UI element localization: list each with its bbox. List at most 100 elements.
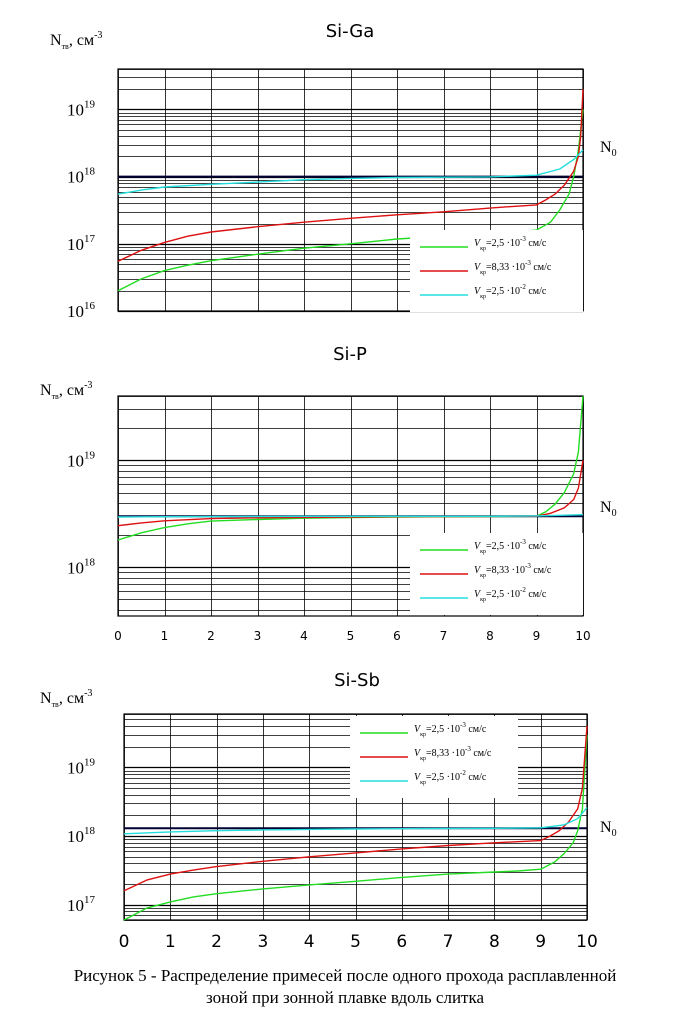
- y-tick-base: 10: [67, 558, 84, 577]
- legend-value: =2,5 ·10: [486, 286, 520, 297]
- x-tick-label: 1: [165, 932, 176, 952]
- plot-frame: [123, 713, 588, 921]
- x-tick-label: 4: [304, 932, 315, 952]
- x-tick-label: 5: [347, 629, 355, 643]
- chart-title: Si-Sb: [334, 670, 380, 691]
- x-tick-label: 5: [350, 932, 361, 952]
- x-tick-label: 9: [535, 932, 546, 952]
- legend-label: Vкр=2,5 ·10-3 см/с: [474, 235, 547, 252]
- legend-subscript: кр: [480, 246, 486, 252]
- n0-symbol: N: [600, 139, 612, 156]
- x-tick-label: 1: [161, 629, 169, 643]
- legend-unit: см/с: [526, 238, 547, 249]
- legend-subscript: кр: [480, 270, 486, 276]
- n0-subscript: 0: [612, 508, 617, 519]
- legend-subscript: кр: [480, 597, 486, 603]
- legend-symbol: V: [414, 772, 422, 783]
- y-label-symbol: N: [40, 382, 52, 399]
- y-label-unit: , см: [69, 32, 94, 49]
- y-tick-base: 10: [67, 451, 84, 470]
- legend-unit: см/с: [471, 748, 492, 759]
- n0-subscript: 0: [612, 148, 617, 159]
- legend-unit: см/с: [466, 772, 487, 783]
- series-line-green: [123, 734, 588, 921]
- y-tick-base: 10: [67, 827, 84, 846]
- legend-value: =2,5 ·10: [486, 589, 520, 600]
- y-axis-label: Nтв, см-3: [40, 688, 92, 709]
- series-line-red: [117, 89, 584, 262]
- legend-subscript: кр: [420, 756, 426, 762]
- x-tick-label: 6: [396, 932, 407, 952]
- caption-line-1: Рисунок 5 - Распределение примесей после…: [73, 966, 617, 985]
- legend-label: Vкр=2,5 ·10-2 см/с: [474, 586, 547, 603]
- legend-exponent: -3: [520, 538, 526, 546]
- y-label-subscript: тв: [62, 42, 69, 51]
- x-tick-label: 0: [114, 629, 122, 643]
- legend-symbol: V: [474, 238, 482, 249]
- y-label-unit: , см: [59, 690, 84, 707]
- n0-label: N0: [600, 499, 617, 519]
- legend-value: =8,33 ·10: [486, 565, 525, 576]
- legend-unit: см/с: [526, 589, 547, 600]
- legend-label: Vкр=8,33 ·10-3 см/с: [474, 562, 552, 579]
- series-line-cyan: [123, 807, 588, 835]
- x-tick-label: 2: [207, 629, 215, 643]
- legend-unit: см/с: [526, 286, 547, 297]
- x-tick-label: 8: [486, 629, 494, 643]
- y-axis-label: Nтв, см-3: [40, 380, 92, 401]
- x-tick-label: 4: [300, 629, 308, 643]
- legend-symbol: V: [414, 748, 422, 759]
- caption-line-2: зоной при зонной плавке вдоль слитка: [205, 988, 485, 1007]
- legend-symbol: V: [474, 262, 482, 273]
- y-tick-base: 10: [67, 168, 84, 187]
- chart-title: Si-Ga: [326, 21, 375, 42]
- legend-value: =2,5 ·10: [486, 541, 520, 552]
- y-tick-label: 1019: [67, 756, 96, 777]
- y-tick-label: 1019: [67, 98, 96, 119]
- legend-label: Vкр=2,5 ·10-2 см/с: [414, 769, 487, 786]
- series-line-cyan: [117, 149, 584, 195]
- legend-subscript: кр: [480, 573, 486, 579]
- x-tick-label: 7: [440, 629, 448, 643]
- x-tick-label: 6: [393, 629, 401, 643]
- y-tick-label: 1018: [67, 556, 96, 577]
- y-label-subscript: тв: [52, 392, 59, 401]
- legend-label: Vкр=2,5 ·10-3 см/с: [414, 721, 487, 738]
- series-line-green: [117, 395, 584, 541]
- plot-frame: [117, 68, 584, 312]
- legend-value: =2,5 ·10: [426, 724, 460, 735]
- legend-unit: см/с: [526, 541, 547, 552]
- y-tick-base: 10: [67, 100, 84, 119]
- y-label-symbol: N: [50, 32, 62, 49]
- legend-label: Vкр=8,33 ·10-3 см/с: [414, 745, 492, 762]
- y-tick-label: 1017: [67, 894, 96, 915]
- y-tick-exponent: 17: [84, 894, 96, 906]
- y-tick-base: 10: [67, 235, 84, 254]
- x-tick-label: 2: [211, 932, 222, 952]
- legend-value: =8,33 ·10: [426, 748, 465, 759]
- y-label-symbol: N: [40, 690, 52, 707]
- y-tick-label: 1017: [67, 233, 96, 254]
- y-tick-base: 10: [67, 302, 84, 321]
- legend-label: Vкр=2,5 ·10-2 см/с: [474, 283, 547, 300]
- y-label-exponent: -3: [84, 380, 92, 391]
- legend-symbol: V: [474, 565, 482, 576]
- legend-exponent: -3: [525, 562, 531, 570]
- n0-label: N0: [600, 139, 617, 159]
- x-tick-label: 0: [119, 932, 130, 952]
- legend-exponent: -2: [460, 769, 466, 777]
- x-tick-label: 10: [575, 629, 590, 643]
- x-tick-label: 3: [254, 629, 262, 643]
- chart-title: Si-P: [333, 344, 367, 365]
- legend-unit: см/с: [531, 565, 552, 576]
- y-tick-exponent: 18: [84, 166, 96, 178]
- legend-value: =8,33 ·10: [486, 262, 525, 273]
- y-tick-exponent: 16: [84, 300, 96, 312]
- grid: [118, 396, 584, 616]
- n0-subscript: 0: [612, 828, 617, 839]
